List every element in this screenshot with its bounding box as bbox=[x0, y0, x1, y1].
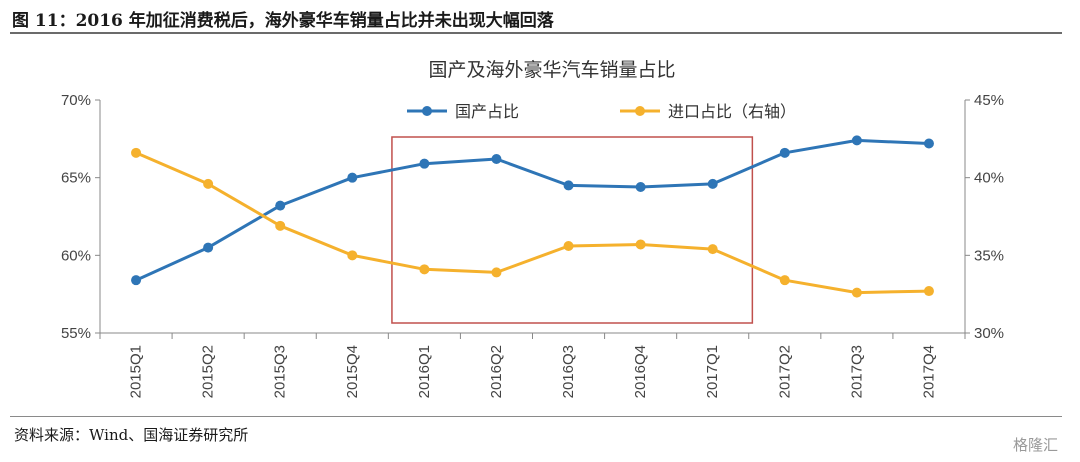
series-2-point bbox=[563, 241, 574, 252]
x-tick-label: 2017Q1 bbox=[704, 345, 721, 398]
highlight-box bbox=[391, 136, 754, 324]
series-1-point bbox=[923, 138, 934, 149]
bottom-rule bbox=[10, 416, 1062, 417]
series-2-point bbox=[131, 147, 142, 158]
series-2-point bbox=[275, 220, 286, 231]
series-1-point bbox=[563, 180, 574, 191]
y-left-tick-label: 65% bbox=[61, 170, 91, 187]
figure-title: 图 11：2016 年加征消费税后，海外豪华车销量占比并未出现大幅回落 bbox=[12, 11, 554, 31]
series-2-point bbox=[203, 178, 214, 189]
y-right-tick-label: 30% bbox=[974, 325, 1004, 342]
series-2-point bbox=[923, 286, 934, 297]
y-right-tick-label: 35% bbox=[974, 247, 1004, 264]
watermark: 格隆汇 bbox=[1012, 436, 1058, 454]
series-1-point bbox=[707, 178, 718, 189]
series-1-point bbox=[779, 147, 790, 158]
series-line-2 bbox=[135, 151, 930, 295]
series-2-point bbox=[851, 287, 862, 298]
top-rule bbox=[10, 32, 1062, 34]
series-1-point bbox=[203, 242, 214, 253]
x-tick-label: 2016Q2 bbox=[488, 345, 505, 398]
series-1-point bbox=[419, 158, 430, 169]
legend-label-1: 国产占比 bbox=[455, 102, 519, 121]
series-2-point bbox=[347, 250, 358, 261]
x-tick-label: 2015Q3 bbox=[272, 345, 289, 398]
x-tick-label: 2017Q3 bbox=[848, 345, 865, 398]
series-2-point bbox=[707, 244, 718, 255]
x-tick-label: 2016Q3 bbox=[560, 345, 577, 398]
series-1-point bbox=[347, 172, 358, 183]
legend-label-2: 进口占比（右轴） bbox=[668, 102, 796, 121]
y-left-tick-label: 70% bbox=[61, 92, 91, 109]
y-left-tick-label: 60% bbox=[61, 247, 91, 264]
legend-marker-2 bbox=[635, 106, 645, 116]
series-1-point bbox=[491, 154, 502, 165]
x-tick-label: 2015Q2 bbox=[200, 345, 217, 398]
series-2-point bbox=[419, 264, 430, 275]
y-left-tick-label: 55% bbox=[61, 325, 91, 342]
legend-marker-1 bbox=[422, 106, 432, 116]
x-tick-label: 2017Q4 bbox=[920, 345, 937, 398]
x-tick-label: 2015Q1 bbox=[128, 345, 145, 398]
line-chart: 国产及海外豪华汽车销量占比 55% 60% 65% 70% 30% 35% 40% 45% 20… bbox=[61, 59, 1004, 398]
series-1-point bbox=[131, 275, 142, 286]
x-tick-label: 2016Q1 bbox=[416, 345, 433, 398]
y-right-tick-label: 40% bbox=[974, 170, 1004, 187]
series-1-point bbox=[275, 200, 286, 211]
x-tick-label: 2016Q4 bbox=[632, 345, 649, 398]
series-2-point bbox=[491, 267, 502, 278]
y-right-tick-label: 45% bbox=[974, 92, 1004, 109]
series-2-point bbox=[779, 275, 790, 286]
series-1-point bbox=[635, 181, 646, 192]
series-line-1 bbox=[135, 138, 930, 282]
source-note: 资料来源：Wind、国海证券研究所 bbox=[14, 426, 249, 444]
x-tick-label: 2017Q2 bbox=[776, 345, 793, 398]
series-1-point bbox=[851, 135, 862, 146]
series-2-point bbox=[635, 239, 646, 250]
chart-title: 国产及海外豪华汽车销量占比 bbox=[428, 59, 675, 81]
x-tick-label: 2015Q4 bbox=[344, 345, 361, 398]
